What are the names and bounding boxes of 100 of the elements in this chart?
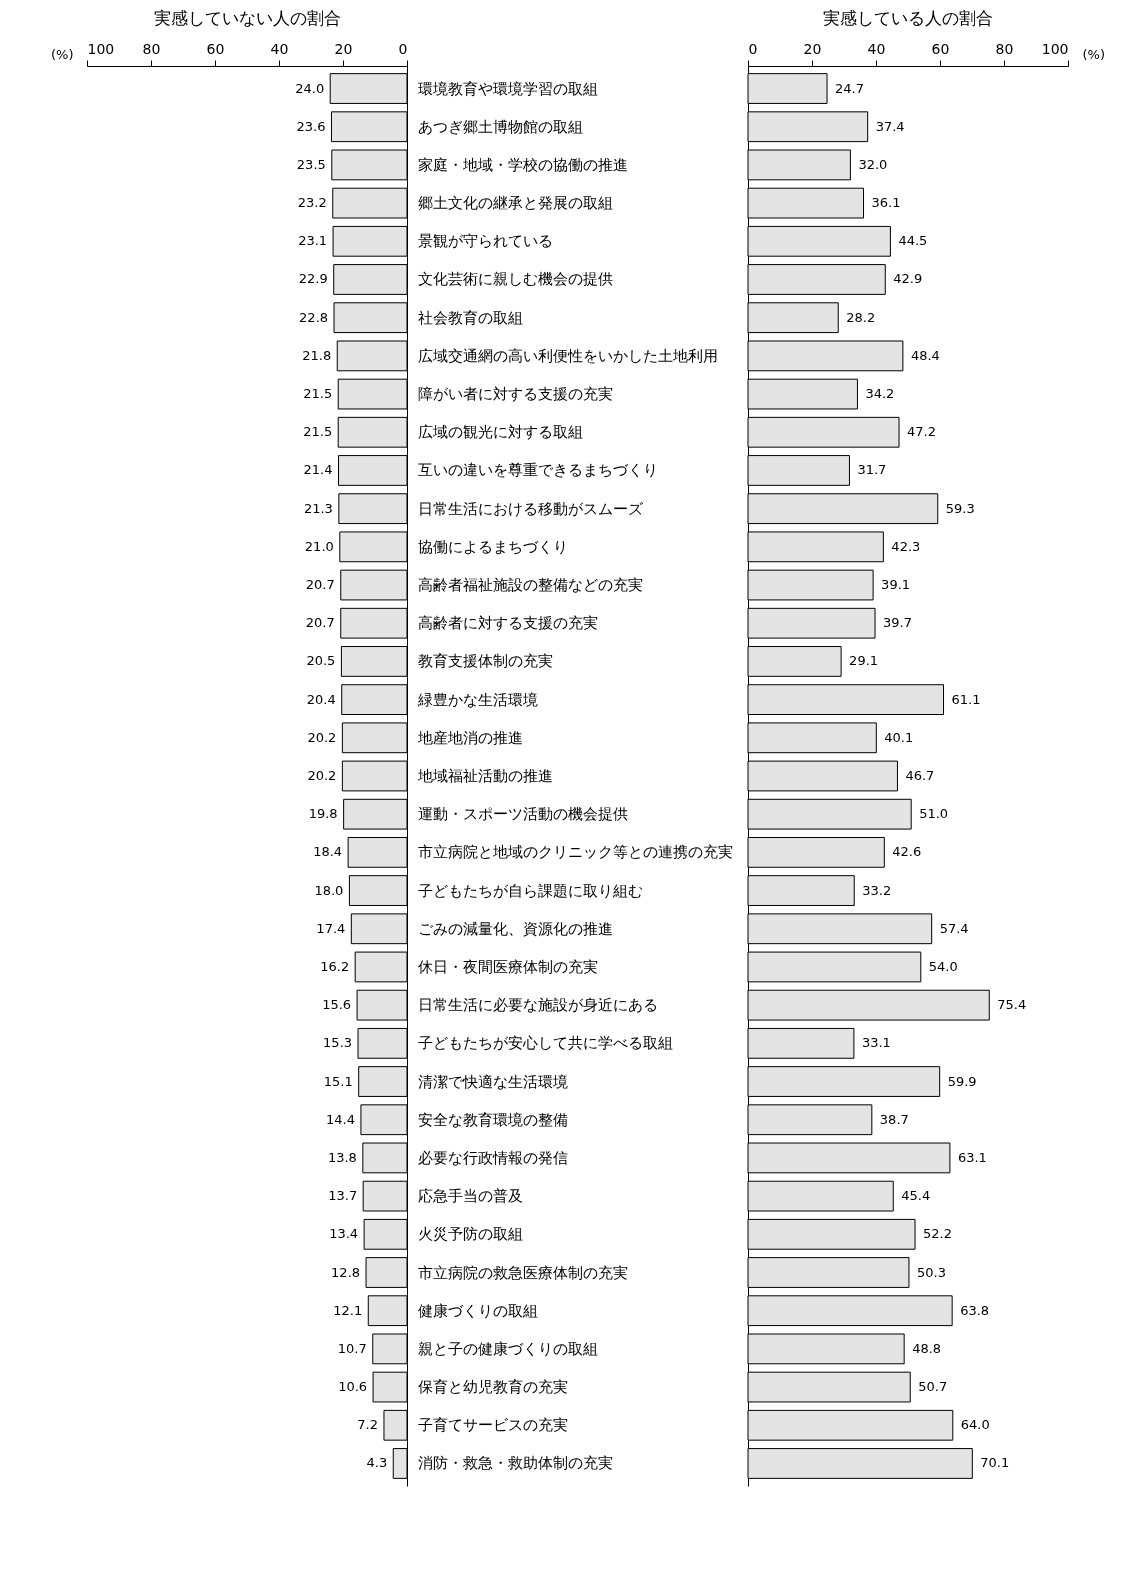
y-tick-label: 地産地消の推進 — [416, 728, 523, 747]
data-label: 13.7 — [328, 1188, 358, 1204]
data-label: 31.7 — [857, 462, 887, 478]
x-axis-title: (%) — [51, 46, 74, 62]
y-tick-label: 広域の観光に対する取組 — [417, 423, 583, 442]
y-tick-label: 地域福祉活動の推進 — [416, 767, 553, 785]
y-tick-label: 障がい者に対する支援の充実 — [417, 385, 613, 404]
data-label: 57.4 — [939, 920, 969, 936]
data-label: 20.5 — [306, 653, 336, 669]
data-label: 22.8 — [299, 309, 329, 325]
data-label: 33.2 — [862, 882, 892, 898]
data-label: 38.7 — [879, 1111, 909, 1127]
y-tick-label: 保育と幼児教育の充実 — [417, 1378, 568, 1397]
data-label: 59.3 — [945, 500, 975, 516]
y-tick-label: 市立病院の救急医療体制の充実 — [417, 1263, 628, 1282]
chart-title: 実感している人の割合 — [823, 8, 993, 28]
data-label: 52.2 — [923, 1226, 952, 1242]
x-tick-label: 0 — [748, 40, 758, 57]
data-label: 44.5 — [898, 233, 928, 249]
y-tick-label: 家庭・地域・学校の協働の推進 — [417, 155, 628, 174]
data-label: 32.0 — [858, 156, 888, 172]
y-tick-label: 子どもたちが自ら課題に取り組む — [417, 881, 643, 900]
y-tick-label: 文化芸術に親しむ機会の提供 — [417, 270, 613, 289]
data-label: 23.5 — [296, 156, 326, 172]
x-tick-label: 20 — [803, 40, 822, 57]
y-tick-label: あつぎ郷土博物館の取組 — [417, 117, 583, 136]
data-label: 16.2 — [320, 958, 350, 974]
x-tick-label: 80 — [142, 40, 161, 57]
data-label: 17.4 — [316, 920, 346, 936]
x-tick-label: 80 — [995, 40, 1014, 57]
data-label: 63.1 — [957, 1149, 987, 1165]
y-tick-label: 高齢者に対する支援の充実 — [417, 614, 598, 633]
data-label: 61.1 — [951, 691, 981, 707]
data-label: 12.1 — [333, 1302, 363, 1318]
y-tick-label: 子育てサービスの充実 — [417, 1416, 568, 1435]
data-label: 51.0 — [919, 806, 949, 822]
y-tick-label: 安全な教育環境の整備 — [417, 1110, 568, 1129]
data-label: 42.3 — [891, 538, 921, 554]
x-axis-title: (%) — [1082, 46, 1105, 62]
data-label: 48.8 — [912, 1340, 942, 1356]
data-label: 70.1 — [980, 1455, 1010, 1471]
data-label: 15.6 — [322, 997, 352, 1013]
data-label: 22.9 — [298, 271, 328, 287]
data-label: 10.6 — [338, 1379, 368, 1395]
data-label: 13.4 — [329, 1226, 359, 1242]
y-tick-label: 広域交通網の高い利便性をいかした土地利用 — [417, 346, 718, 365]
data-label: 23.2 — [297, 195, 327, 211]
y-tick-label: 互いの違いを尊重できるまちづくり — [417, 461, 658, 480]
data-label: 18.0 — [314, 882, 344, 898]
y-tick-label: ごみの減量化、資源化の推進 — [417, 919, 613, 938]
y-tick-label: 協働によるまちづくり — [417, 537, 568, 556]
data-label: 18.4 — [313, 844, 343, 860]
data-label: 20.2 — [307, 729, 337, 745]
data-label: 45.4 — [901, 1188, 931, 1204]
data-label: 24.7 — [835, 80, 864, 96]
data-label: 28.2 — [846, 309, 876, 325]
x-tick-label: 40 — [270, 40, 289, 57]
data-label: 14.4 — [325, 1111, 355, 1127]
y-tick-label: 環境教育や環境学習の取組 — [417, 79, 598, 98]
data-label: 21.0 — [304, 538, 334, 554]
y-tick-label: 消防・救急・救助体制の充実 — [417, 1454, 613, 1473]
data-label: 24.0 — [295, 80, 325, 96]
y-tick-label: 郷土文化の継承と発展の取組 — [417, 194, 613, 213]
data-label: 21.8 — [302, 347, 332, 363]
data-label: 21.5 — [303, 424, 333, 440]
y-tick-label: 景観が守られている — [417, 232, 553, 251]
y-tick-label: 日常生活に必要な施設が身近にある — [417, 996, 658, 1015]
data-label: 50.7 — [918, 1379, 948, 1395]
data-label: 12.8 — [331, 1264, 361, 1280]
y-tick-label: 子どもたちが安心して共に学べる取組 — [417, 1034, 673, 1053]
x-tick-label: 60 — [206, 40, 225, 57]
x-tick-label: 100 — [87, 40, 115, 57]
y-tick-label: 休日・夜間医療体制の充実 — [417, 957, 598, 976]
data-label: 40.1 — [884, 729, 914, 745]
y-tick-label: 健康づくりの取組 — [417, 1301, 538, 1320]
data-label: 20.7 — [305, 615, 335, 631]
data-label: 64.0 — [960, 1417, 990, 1433]
data-label: 13.8 — [327, 1149, 357, 1165]
data-label: 50.3 — [916, 1264, 946, 1280]
x-tick-label: 0 — [398, 40, 408, 57]
y-tick-label: 教育支援体制の充実 — [417, 652, 553, 671]
data-label: 20.7 — [305, 577, 335, 593]
x-tick-label: 20 — [334, 40, 353, 57]
data-label: 20.2 — [307, 768, 337, 783]
data-label: 63.8 — [960, 1302, 990, 1318]
data-label: 33.1 — [861, 1035, 891, 1051]
data-label: 37.4 — [875, 118, 905, 134]
data-label: 19.8 — [308, 806, 338, 822]
data-label: 21.5 — [303, 386, 333, 402]
data-label: 34.2 — [865, 386, 895, 402]
y-tick-label: 緑豊かな生活環境 — [416, 690, 538, 709]
data-label: 42.6 — [892, 844, 922, 860]
data-label: 39.1 — [881, 577, 911, 593]
data-label: 29.1 — [849, 653, 879, 669]
data-label: 54.0 — [928, 958, 958, 974]
y-tick-label: 親と子の健康づくりの取組 — [417, 1339, 598, 1358]
data-label: 15.3 — [323, 1035, 353, 1051]
y-tick-label: 高齢者福祉施設の整備などの充実 — [417, 576, 643, 595]
y-tick-label: 応急手当の普及 — [417, 1187, 523, 1206]
y-tick-label: 必要な行政情報の発信 — [417, 1148, 568, 1167]
